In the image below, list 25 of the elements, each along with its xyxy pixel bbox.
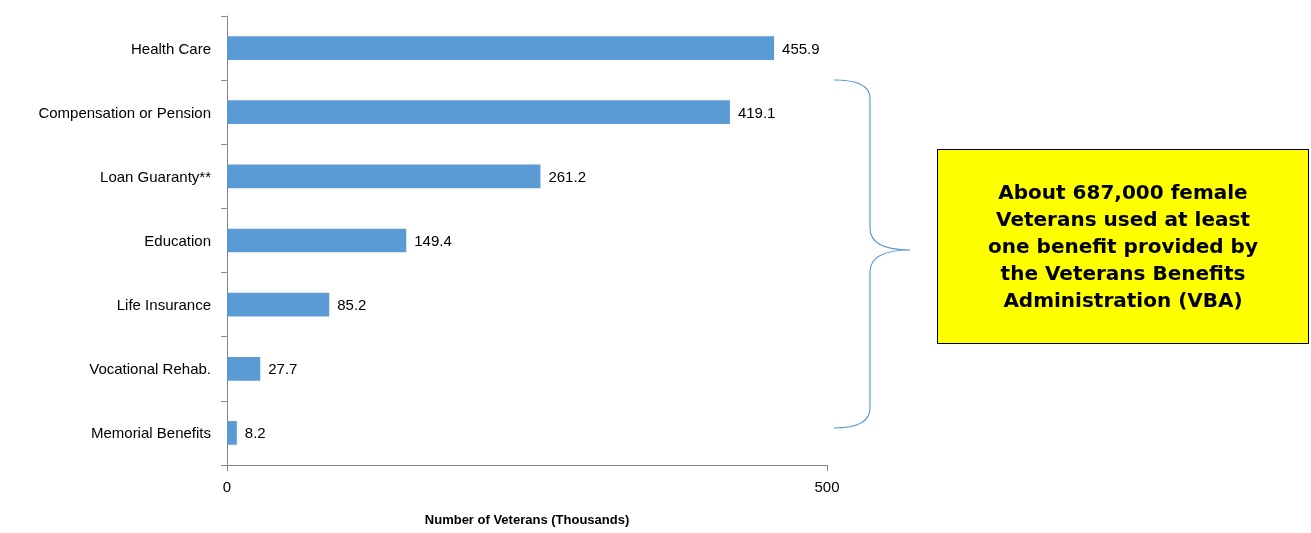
data-label: 261.2 <box>548 167 586 185</box>
data-label: 27.7 <box>268 360 298 378</box>
bar <box>227 356 261 381</box>
bar <box>227 421 237 445</box>
data-label: 419.1 <box>737 103 776 121</box>
bar <box>227 228 407 253</box>
x-tick-label: 0 <box>222 478 232 495</box>
bar <box>227 100 730 125</box>
data-label: 149.4 <box>414 232 452 249</box>
data-label: 85.2 <box>337 296 367 314</box>
y-tick-label: Compensation or Pension <box>38 103 211 121</box>
data-label: 8.2 <box>244 424 266 442</box>
y-tick-label: Health Care <box>130 39 211 57</box>
bar <box>227 164 541 189</box>
text: About 687,000 female Veterans used at least one benefit provided by the Veterans Benefits Administration (VBA) <box>937 149 1309 344</box>
y-tick-label: Loan Guaranty** <box>100 167 212 185</box>
x-axis-title: Number of Veterans (Thousands) <box>424 512 630 527</box>
x-tick-label: 500 <box>814 478 840 495</box>
bar <box>227 36 775 60</box>
y-tick-label: Education <box>144 232 211 249</box>
bar <box>227 292 330 317</box>
y-tick-label: Memorial Benefits <box>90 424 211 442</box>
data-label: 455.9 <box>782 39 820 57</box>
y-tick-label: Vocational Rehab. <box>89 360 211 378</box>
y-tick-label: Life Insurance <box>116 296 211 314</box>
